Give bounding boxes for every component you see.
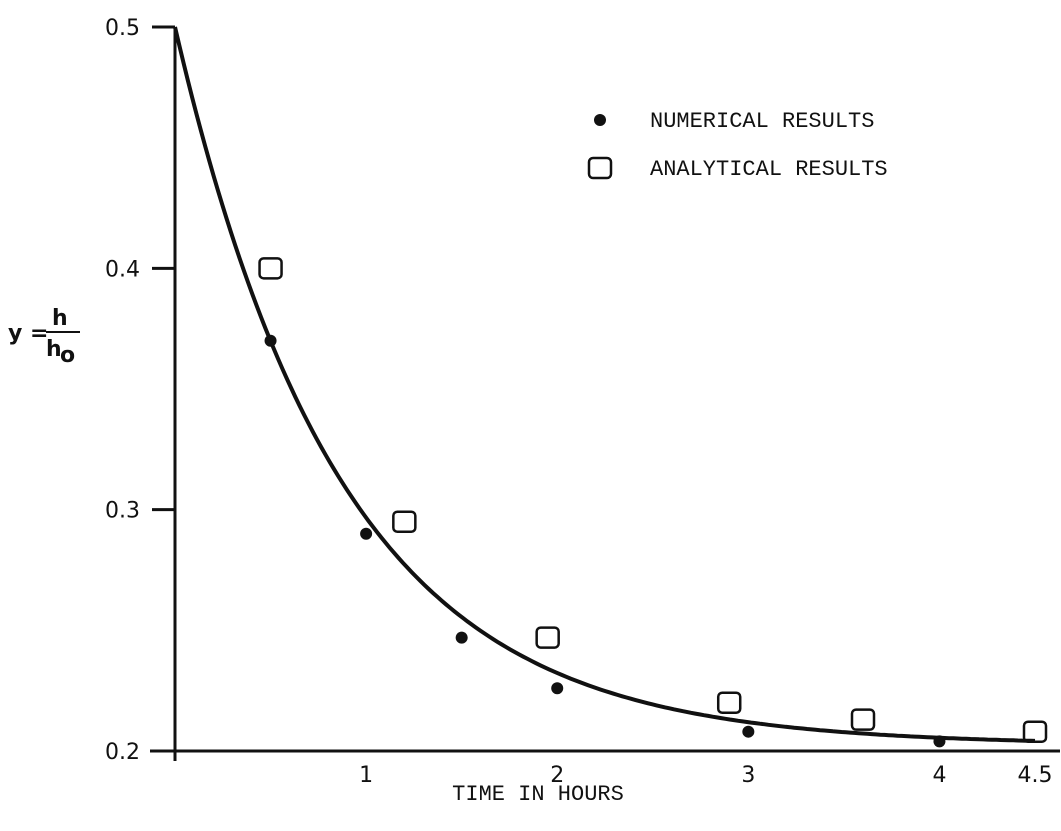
numerical-result-point [742,725,755,738]
numerical-result-point [933,735,946,748]
y-tick-label: 0.2 [105,740,140,765]
legend-marker-numerical [594,114,606,126]
numerical-result-point [551,682,564,695]
y-axis-label-denominator-subscript: o [60,343,75,368]
numerical-result-point [264,334,277,347]
x-tick-label: 3 [741,763,755,788]
y-axis-label-prefix: y = [8,321,48,346]
y-tick-label: 0.5 [105,16,140,41]
y-axis-label-denominator: h [46,337,62,362]
y-tick-label: 0.3 [105,499,140,524]
fit-curve [173,26,1036,743]
data-marks [258,257,1048,748]
numerical-result-point [360,527,373,540]
analytical-result-point [392,510,417,533]
x-tick-label: 4 [932,763,946,788]
legend-marker-analytical [587,156,613,180]
y-axis-label-numerator: h [52,306,68,331]
analytical-result-point [258,257,283,280]
legend: NUMERICAL RESULTS ANALYTICAL RESULTS [587,109,888,182]
numerical-result-point [455,631,468,644]
legend-label: NUMERICAL RESULTS [650,109,874,134]
analytical-result-point [716,691,742,714]
axes [150,27,1060,761]
x-axis-label: TIME IN HOURS [452,782,624,807]
legend-label: ANALYTICAL RESULTS [650,157,888,182]
y-axis-label: y = h h o [8,306,80,368]
x-tick-label: 4.5 [1018,763,1053,788]
y-ticks: 0.2 0.3 0.4 0.5 [105,16,175,765]
x-ticks: 1 2 3 4 4.5 [359,763,1052,788]
x-tick-label: 1 [359,763,373,788]
analytical-result-point [535,626,560,649]
analytical-result-point [1022,720,1048,743]
analytical-result-point [850,708,876,731]
x-tick-label: 2 [550,763,564,788]
y-tick-label: 0.4 [105,257,140,282]
